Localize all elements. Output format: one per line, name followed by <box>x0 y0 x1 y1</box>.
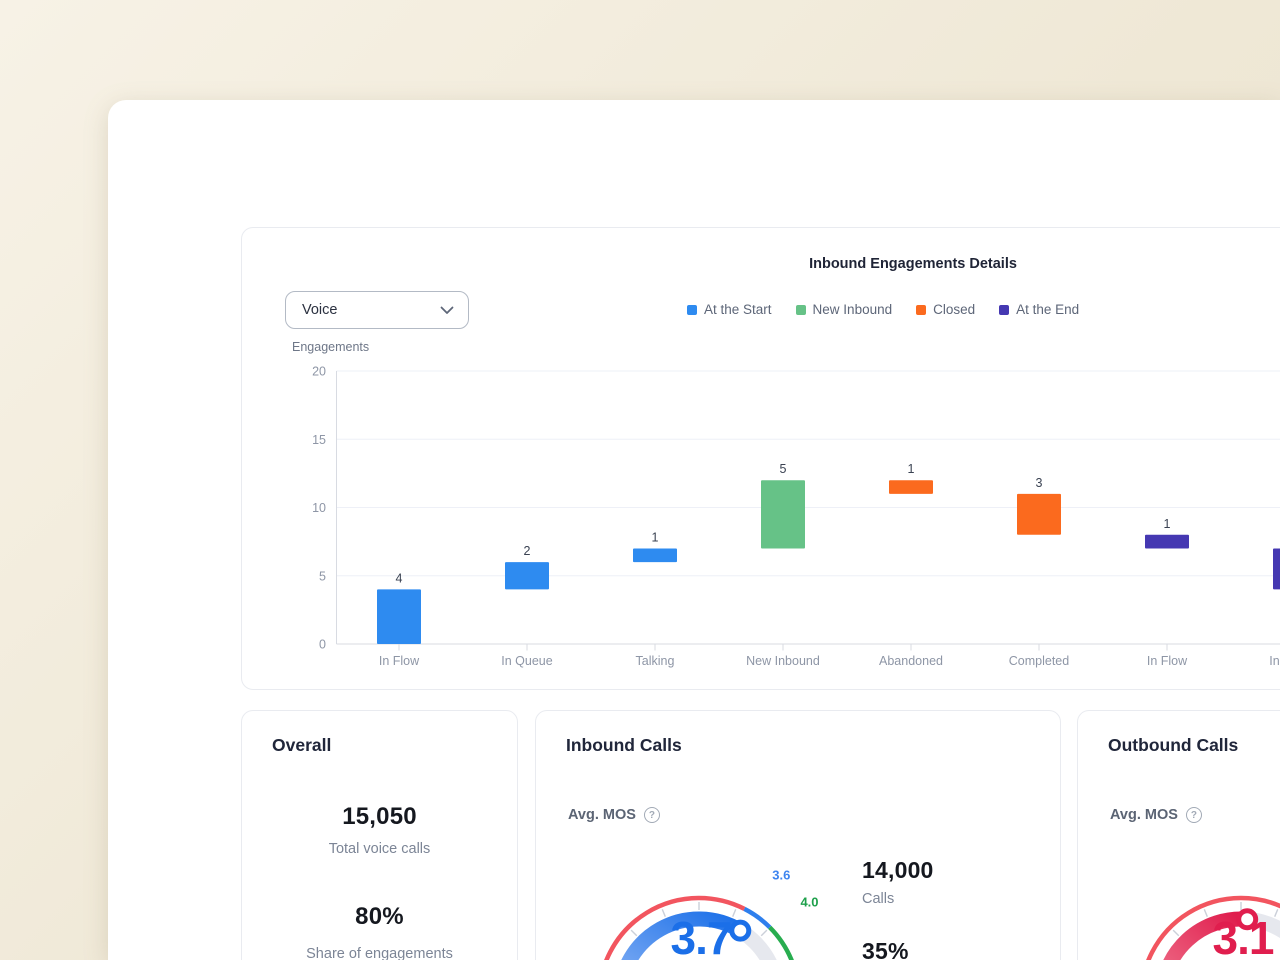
overall-card: Overall 15,050 Total voice calls 80% Sha… <box>241 710 518 960</box>
legend-item-3[interactable]: At the End <box>999 302 1079 317</box>
legend-swatch-icon <box>999 304 1010 315</box>
overall-card-title: Overall <box>272 735 332 755</box>
svg-text:Completed: Completed <box>1009 654 1069 668</box>
bar-in-flow-0[interactable] <box>377 589 421 644</box>
avg-mos-label: Avg. MOS <box>1110 807 1178 823</box>
help-icon[interactable]: ? <box>643 807 660 823</box>
mos-value: 3.7 <box>670 912 733 960</box>
chart-title: Inbound Engagements Details <box>809 256 1017 272</box>
chart-legend: At the Start New Inbound Closed At the End <box>687 302 1079 317</box>
legend-item-label: At the End <box>1016 302 1080 317</box>
legend-swatch-icon <box>687 304 697 315</box>
svg-text:New Inbound: New Inbound <box>746 654 820 668</box>
svg-text:5: 5 <box>319 569 326 583</box>
outbound-mos-gauge: 1.03.64.05.0 3.1 Bad <box>1108 841 1280 960</box>
y-axis-title: Engagements <box>292 340 370 354</box>
bar-value-label: 4 <box>396 571 403 585</box>
gauge-arc: 1.03.64.05.0 <box>1146 895 1280 960</box>
svg-text:Talking: Talking <box>636 654 675 668</box>
share-engagements-value: 80% <box>355 903 404 930</box>
calls-stat: 14,000 Calls <box>862 857 934 907</box>
legend-item-label: Closed <box>933 302 976 317</box>
chevron-down-icon <box>440 306 454 314</box>
svg-text:0: 0 <box>319 638 326 652</box>
legend-item-label: At the Start <box>704 302 772 317</box>
total-voice-calls-value: 15,050 <box>342 803 417 830</box>
bar-completed-5[interactable] <box>1017 493 1061 535</box>
bar-in-flow-6[interactable] <box>1145 534 1189 549</box>
bar-new-inbound-3[interactable] <box>761 480 805 549</box>
bar-value-label: 1 <box>908 462 915 476</box>
mos-value: 3.1 <box>1212 912 1275 960</box>
svg-text:In Flow: In Flow <box>1147 654 1188 668</box>
legend-item-1[interactable]: New Inbound <box>795 302 893 317</box>
legend-item-2[interactable]: Closed <box>916 302 975 317</box>
bar-abandoned-4[interactable] <box>889 480 933 494</box>
bar-value-label: 5 <box>780 462 787 476</box>
legend-swatch-icon <box>916 304 927 315</box>
inbound-engagements-card: Inbound Engagements Details Voice At the… <box>241 227 1280 690</box>
svg-text:15: 15 <box>312 433 326 447</box>
inbound-card-title: Inbound Calls <box>566 735 682 755</box>
bar-value-label: 3 <box>1036 476 1043 490</box>
bar-talking-2[interactable] <box>633 548 677 563</box>
svg-text:20: 20 <box>312 365 326 379</box>
inbound-calls-card: Inbound Calls Avg. MOS ? 1.03.64.05.0 3.… <box>535 710 1061 960</box>
legend-swatch-icon <box>795 304 806 315</box>
bad-calls-stat: 35% Bad calls <box>862 938 909 960</box>
bar-value-label: 1 <box>1164 517 1171 531</box>
svg-text:In Queue: In Queue <box>1269 654 1280 668</box>
avg-mos-label: Avg. MOS <box>568 807 636 823</box>
svg-text:In Flow: In Flow <box>379 654 420 668</box>
bar-value-label: 2 <box>524 544 531 558</box>
bar-value-label: 1 <box>652 530 659 544</box>
help-icon[interactable]: ? <box>1185 807 1202 823</box>
channel-filter-value: Voice <box>302 302 338 318</box>
outbound-card-title: Outbound Calls <box>1108 735 1239 755</box>
svg-text:4.0: 4.0 <box>800 895 818 910</box>
channel-filter-dropdown[interactable]: Voice <box>285 291 469 329</box>
legend-item-0[interactable]: At the Start <box>687 302 772 317</box>
share-engagements-label: Share of engagements <box>306 946 453 960</box>
inbound-mos-gauge: 1.03.64.05.0 3.7 OK <box>566 841 836 960</box>
outbound-calls-card: Outbound Calls Avg. MOS ? 1.03.64.05.0 3… <box>1077 710 1280 960</box>
main-panel: Inbound Engagements Details Voice At the… <box>108 100 1280 960</box>
total-voice-calls-label: Total voice calls <box>328 841 431 857</box>
svg-text:In Queue: In Queue <box>501 654 552 668</box>
svg-text:3.6: 3.6 <box>772 868 790 883</box>
bar-in-queue-1[interactable] <box>505 562 549 590</box>
legend-item-label: New Inbound <box>812 302 893 317</box>
bar-in-queue-7[interactable] <box>1273 548 1280 590</box>
svg-text:Abandoned: Abandoned <box>879 654 943 668</box>
svg-text:10: 10 <box>312 501 326 515</box>
